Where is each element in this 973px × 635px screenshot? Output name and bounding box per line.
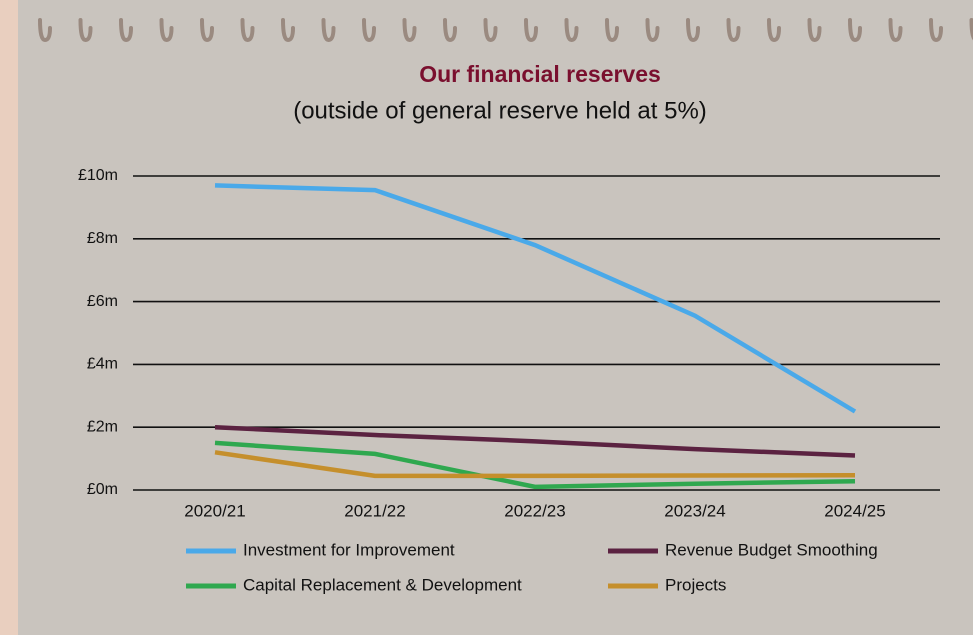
x-tick-label: 2021/22	[344, 501, 405, 520]
series-line	[214, 440, 856, 490]
spiral-hole	[645, 18, 660, 43]
y-tick-label: £8m	[87, 230, 118, 247]
legend-label: Investment for Improvement	[243, 540, 455, 559]
legend-label: Capital Replacement & Development	[243, 575, 522, 594]
spiral-holes	[38, 18, 973, 43]
spiral-hole	[281, 18, 295, 43]
spiral-hole	[767, 18, 781, 43]
spiral-hole	[321, 18, 336, 43]
spiral-hole	[929, 18, 943, 43]
y-tick-label: £0m	[87, 481, 118, 498]
spiral-hole	[362, 18, 376, 43]
series-line	[214, 183, 857, 414]
notepad	[18, 0, 973, 635]
spiral-hole	[240, 18, 255, 43]
chart-title: Our financial reserves	[419, 61, 661, 87]
x-tick-label: 2020/21	[184, 501, 245, 520]
spiral-hole	[402, 18, 417, 43]
spiral-hole	[888, 18, 903, 43]
y-tick-label: £2m	[87, 418, 118, 435]
spiral-hole	[78, 18, 93, 43]
spiral-hole	[159, 18, 174, 43]
spiral-hole	[483, 18, 498, 43]
spiral-hole	[969, 18, 973, 41]
chart-subtitle: (outside of general reserve held at 5%)	[293, 97, 707, 124]
y-tick-label: £6m	[87, 293, 118, 310]
legend-label: Revenue Budget Smoothing	[665, 540, 878, 559]
y-tick-label: £10m	[78, 167, 118, 184]
series-line	[214, 450, 856, 479]
spiral-hole	[200, 18, 214, 43]
series-line	[214, 424, 856, 458]
spiral-hole	[605, 18, 619, 43]
spiral-hole	[686, 18, 700, 43]
x-tick-label: 2022/23	[504, 501, 565, 520]
legend-label: Projects	[665, 575, 726, 594]
spiral-hole	[564, 18, 579, 43]
spiral-hole	[726, 18, 741, 43]
spiral-hole	[38, 18, 52, 43]
x-tick-label: 2024/25	[824, 501, 885, 520]
spiral-hole	[119, 18, 133, 43]
spiral-hole	[807, 18, 822, 43]
spiral-hole	[848, 18, 862, 43]
spiral-hole	[524, 18, 538, 43]
y-tick-label: £4m	[87, 356, 118, 373]
spiral-hole	[443, 18, 457, 43]
x-tick-label: 2023/24	[664, 501, 725, 520]
